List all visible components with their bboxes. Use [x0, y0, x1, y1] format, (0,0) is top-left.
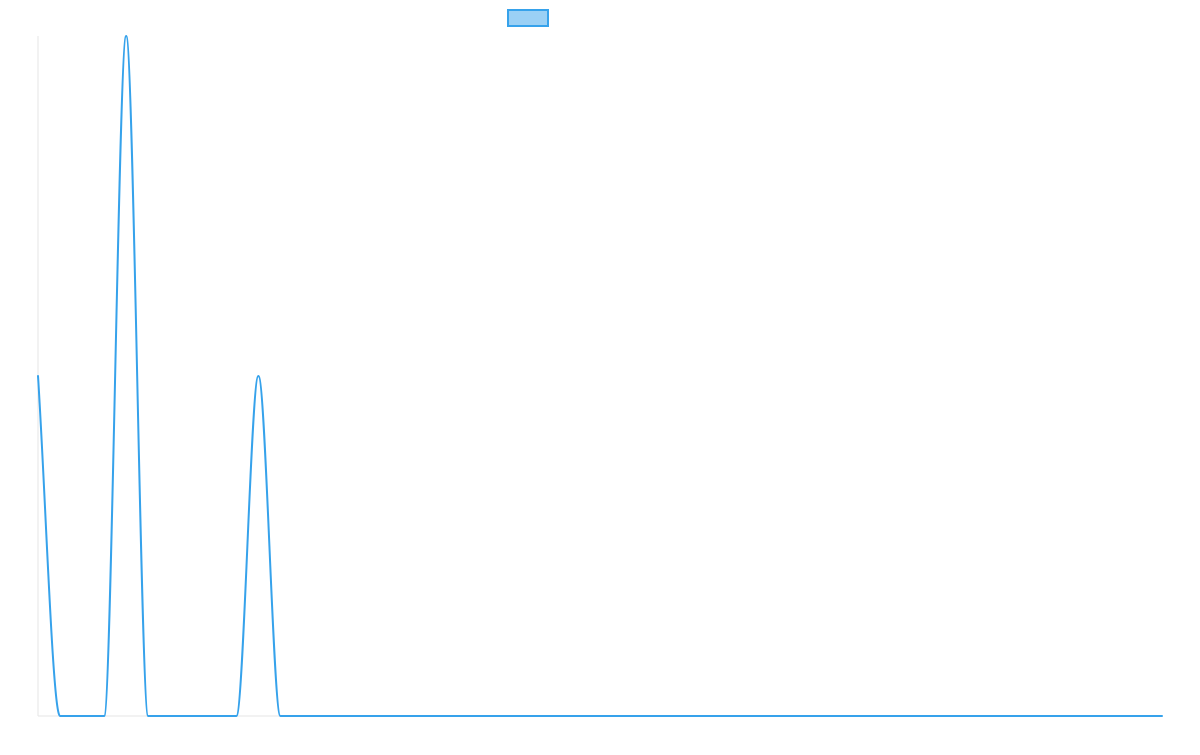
- legend[interactable]: [507, 9, 549, 27]
- series-layer: [37, 35, 1163, 717]
- series-line-0: [37, 35, 1163, 717]
- axes: [37, 36, 1162, 717]
- legend-swatch-0[interactable]: [507, 9, 549, 27]
